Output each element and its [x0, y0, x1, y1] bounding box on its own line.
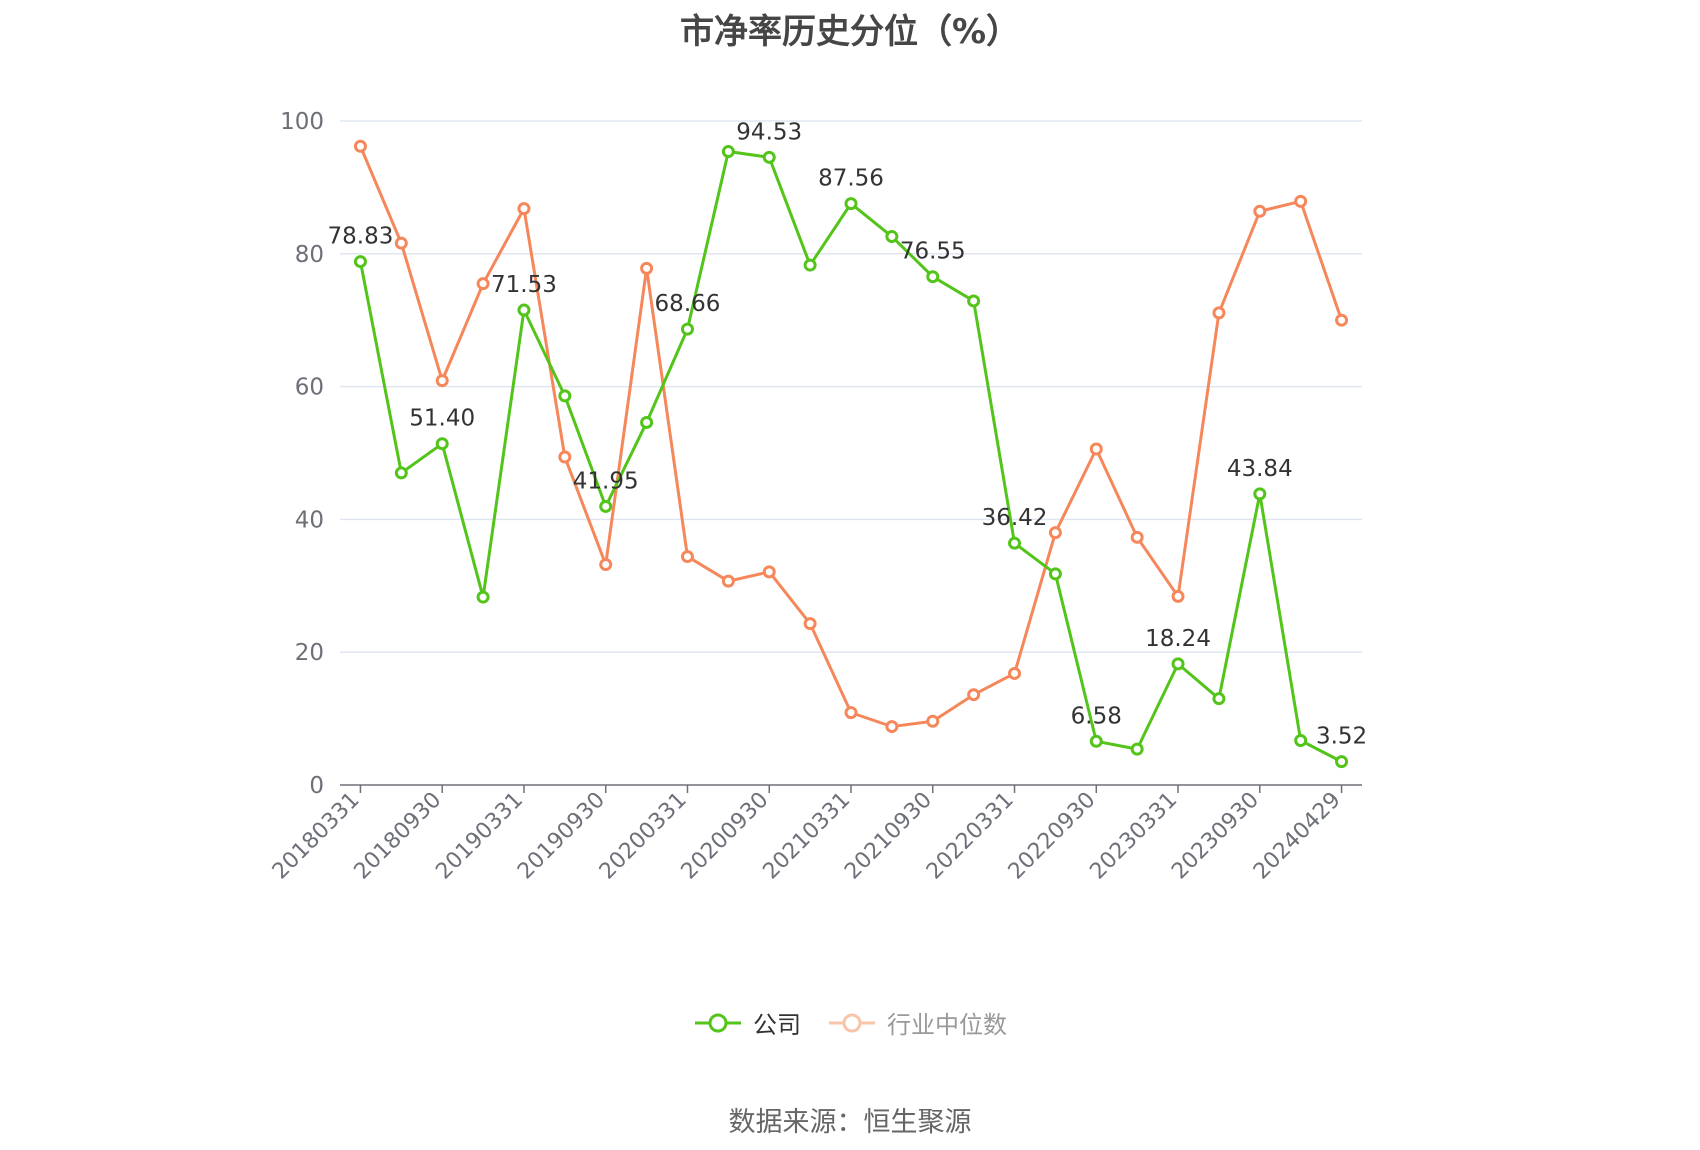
x-tick-label: 20220331	[922, 788, 1019, 885]
industry-data-point	[640, 261, 654, 275]
x-tick-label: 20200930	[677, 788, 774, 885]
company-data-label: 71.53	[491, 272, 557, 298]
company-data-point	[803, 258, 817, 272]
legend-industry-label: 行业中位数	[887, 1011, 1007, 1039]
legend-company-icon	[695, 1013, 741, 1032]
company-data-point	[1008, 536, 1022, 550]
industry-data-point	[1048, 526, 1062, 540]
industry-data-point	[1008, 666, 1022, 680]
company-data-label: 94.53	[736, 119, 802, 145]
legend-item-industry[interactable]: 行业中位数	[827, 1005, 1007, 1040]
company-data-point	[1212, 692, 1226, 706]
x-tick-label: 20190930	[513, 788, 610, 885]
company-data-label: 41.95	[573, 468, 639, 494]
y-tick-label: 20	[295, 640, 324, 666]
x-tick-label: 20200331	[595, 788, 692, 885]
industry-data-point	[1294, 194, 1308, 208]
industry-data-point	[517, 202, 531, 216]
y-tick-label: 60	[295, 375, 324, 401]
x-tick-label: 20210331	[758, 788, 855, 885]
industry-data-point	[1171, 589, 1185, 603]
industry-data-point	[1253, 204, 1267, 218]
x-tick-label: 20230930	[1167, 788, 1264, 885]
company-data-label: 3.52	[1316, 724, 1367, 750]
industry-data-point	[1335, 313, 1349, 327]
company-data-point	[762, 150, 776, 164]
company-data-point	[558, 389, 572, 403]
company-data-label: 76.55	[900, 239, 966, 265]
industry-data-point	[803, 617, 817, 631]
legend-industry-icon	[829, 1013, 875, 1032]
company-data-point	[353, 255, 367, 269]
company-data-point	[394, 466, 408, 480]
legend-company-label: 公司	[753, 1011, 801, 1039]
data-source: 数据来源：恒生聚源	[728, 1107, 972, 1138]
x-tick-label: 20210930	[840, 788, 937, 885]
company-data-point	[680, 322, 694, 336]
company-data-point	[435, 437, 449, 451]
industry-data-point	[558, 450, 572, 464]
company-data-point	[517, 303, 531, 317]
company-data-point	[599, 499, 613, 513]
industry-data-point	[394, 236, 408, 250]
y-tick-label: 0	[309, 773, 324, 799]
company-data-point	[640, 415, 654, 429]
company-data-label: 68.66	[655, 291, 721, 317]
company-data-label: 87.56	[818, 166, 884, 192]
y-tick-label: 40	[295, 507, 324, 533]
industry-data-point	[353, 139, 367, 153]
industry-data-point	[435, 374, 449, 388]
industry-data-point	[1212, 306, 1226, 320]
company-data-point	[1089, 734, 1103, 748]
industry-data-point	[1089, 442, 1103, 456]
company-data-point	[1294, 734, 1308, 748]
company-data-point	[967, 294, 981, 308]
industry-data-point	[926, 714, 940, 728]
x-tick-label: 20240429	[1249, 788, 1346, 885]
x-tick-label: 20180331	[268, 788, 365, 885]
company-data-label: 78.83	[328, 224, 394, 250]
company-data-label: 6.58	[1071, 703, 1122, 729]
industry-data-point	[844, 706, 858, 720]
x-tick-label: 20230331	[1085, 788, 1182, 885]
company-data-label: 18.24	[1145, 626, 1211, 652]
company-data-point	[476, 590, 490, 604]
company-data-point	[721, 145, 735, 159]
industry-data-point	[885, 720, 899, 734]
company-data-point	[885, 230, 899, 244]
company-data-point	[1171, 657, 1185, 671]
x-tick-label: 20220930	[1004, 788, 1101, 885]
company-data-label: 36.42	[982, 505, 1048, 531]
company-data-label: 51.40	[409, 406, 475, 432]
company-data-point	[1130, 742, 1144, 756]
company-data-point	[1335, 755, 1349, 769]
legend-item-company[interactable]: 公司	[693, 1005, 801, 1040]
company-data-label: 43.84	[1227, 456, 1293, 482]
y-tick-label: 100	[280, 109, 324, 135]
company-data-point	[1048, 567, 1062, 581]
company-data-point	[1253, 487, 1267, 501]
industry-data-point	[680, 550, 694, 564]
company-data-point	[844, 197, 858, 211]
company-series-line	[358, 150, 1343, 763]
industry-data-point	[1130, 530, 1144, 544]
industry-data-point	[762, 565, 776, 579]
x-tick-label: 20180930	[350, 788, 447, 885]
industry-data-point	[967, 688, 981, 702]
legend[interactable]: 公司 行业中位数	[0, 1005, 1700, 1040]
industry-data-point	[599, 558, 613, 572]
industry-data-point	[721, 574, 735, 588]
chart-title: 市净率历史分位（%）	[679, 12, 1021, 52]
company-data-point	[926, 270, 940, 284]
x-tick-label: 20190331	[431, 788, 528, 885]
y-tick-label: 80	[295, 242, 324, 268]
industry-data-point	[476, 277, 490, 291]
